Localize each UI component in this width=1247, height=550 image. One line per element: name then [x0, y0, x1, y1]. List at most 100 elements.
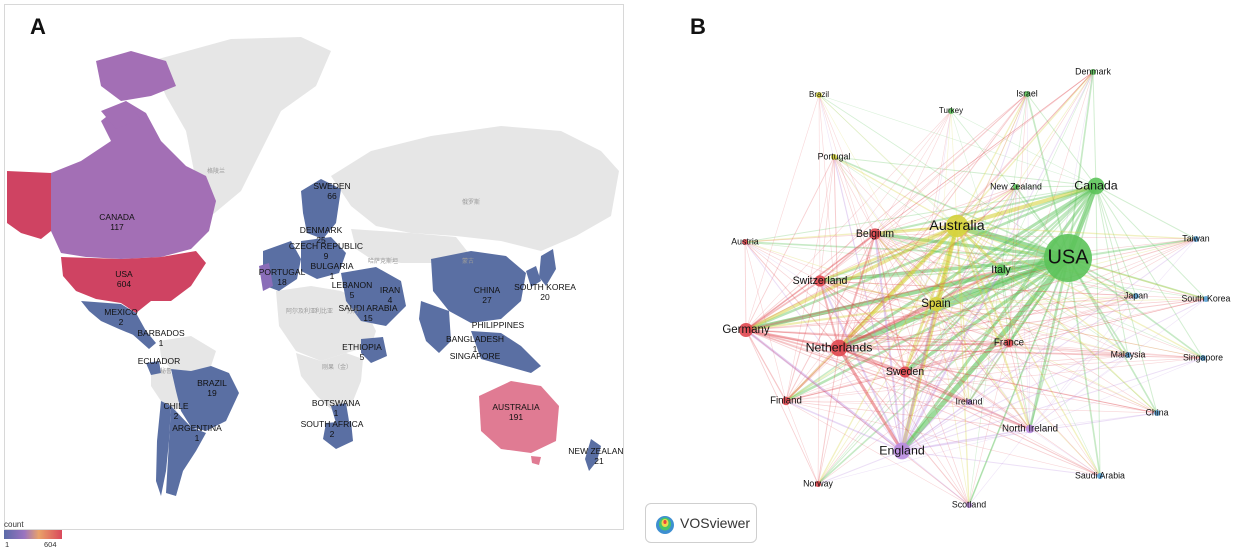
country-name: BARBADOS	[137, 328, 185, 338]
network-edge	[1000, 238, 1197, 271]
country-ecuador	[146, 361, 161, 375]
country-count: 1	[334, 408, 339, 418]
network-node[interactable]	[1024, 91, 1030, 97]
network-edge	[901, 428, 1031, 452]
panel-letter-a: A	[30, 14, 46, 39]
network-edge	[745, 329, 1010, 344]
network-edge	[901, 450, 970, 506]
vosviewer-badge: VOSviewer	[645, 503, 757, 543]
network-node[interactable]	[1087, 177, 1105, 195]
network-edge	[745, 329, 1031, 430]
network-node[interactable]	[1154, 410, 1160, 416]
network-node-label: Norway	[803, 478, 833, 488]
network-edge	[1008, 186, 1017, 344]
country-count: 27	[482, 295, 492, 305]
country-name: ETHIOPIA	[342, 342, 382, 352]
network-edge	[785, 400, 970, 506]
network-node[interactable]	[1203, 296, 1209, 302]
network-node[interactable]	[814, 275, 826, 287]
network-edge	[1000, 71, 1094, 271]
country-count: 4	[388, 295, 393, 305]
network-node[interactable]	[929, 297, 943, 311]
country-botswana	[331, 403, 349, 423]
network-node[interactable]	[1125, 352, 1131, 358]
network-edge	[819, 156, 835, 282]
country-name: SOUTH AFRICA	[301, 419, 364, 429]
network-node[interactable]	[815, 481, 821, 487]
network-edge	[819, 224, 958, 283]
network-node[interactable]	[1097, 473, 1103, 479]
network-node[interactable]	[966, 399, 972, 405]
network-edge	[901, 295, 1137, 452]
network-node[interactable]	[945, 214, 969, 238]
country-name: CHILE	[163, 401, 188, 411]
network-edge	[744, 241, 1031, 430]
network-edge	[819, 280, 903, 452]
network-node[interactable]	[781, 396, 791, 406]
network-node[interactable]	[1004, 338, 1014, 348]
network-node[interactable]	[1090, 69, 1096, 75]
network-node-label: Ireland	[956, 396, 983, 406]
country-south-korea	[526, 266, 541, 287]
panel-letter-b: B	[690, 14, 706, 39]
network-edge	[833, 156, 1031, 430]
network-edge	[785, 347, 840, 402]
network-edge	[935, 298, 1207, 305]
network-node[interactable]	[1013, 184, 1019, 190]
network-node[interactable]	[1200, 355, 1206, 361]
network-node[interactable]	[830, 339, 848, 357]
network-edge	[935, 303, 970, 506]
network-edge	[785, 225, 958, 402]
network-edge	[874, 233, 906, 373]
network-node[interactable]	[995, 264, 1007, 276]
network-edge	[745, 94, 820, 331]
network-edge	[1000, 185, 1097, 271]
network-edge	[874, 185, 1097, 235]
network-edge	[968, 185, 1097, 403]
network-node[interactable]	[1133, 293, 1139, 299]
network-edge	[838, 255, 1069, 351]
network-node[interactable]	[1193, 236, 1199, 242]
network-edge	[785, 400, 1031, 430]
network-edge	[935, 303, 1158, 414]
network-edge	[1008, 238, 1197, 344]
labels-layer: USA Canada Australia Italy Israel Denmark New …	[722, 66, 1230, 509]
network-node[interactable]	[893, 442, 911, 460]
network-panel: B USA Canada Australia Italy Israel Denmark Ne…	[640, 0, 1247, 550]
network-node[interactable]	[1025, 424, 1035, 434]
network-edge	[819, 280, 906, 373]
network-edge	[968, 401, 1031, 430]
network-node[interactable]	[899, 366, 911, 378]
network-node-label: Denmark	[1075, 66, 1111, 76]
country-name: SOUTH KOREA	[514, 282, 576, 292]
network-edge	[956, 225, 970, 403]
network-node-label: Germany	[722, 324, 770, 336]
legend-max-label: 604	[44, 540, 57, 549]
network-node[interactable]	[869, 228, 881, 240]
country-label: SINGAPORE	[450, 351, 501, 361]
network-edge	[1029, 185, 1097, 430]
network-node-label: Austria	[731, 236, 758, 246]
network-node[interactable]	[816, 92, 822, 98]
network-node[interactable]	[1044, 234, 1092, 282]
network-node-label: South Korea	[1182, 293, 1231, 303]
country-count: 1	[159, 338, 164, 348]
network-edge	[904, 186, 1017, 373]
network-edge	[819, 280, 1204, 359]
network-node[interactable]	[966, 502, 972, 508]
network-edge	[817, 225, 958, 485]
network-edge	[874, 233, 1137, 297]
network-edge	[968, 269, 1002, 403]
country-name: NEW ZEALAND	[568, 446, 623, 456]
network-node[interactable]	[742, 239, 748, 245]
network-node[interactable]	[739, 323, 753, 337]
network-node[interactable]	[831, 154, 837, 160]
network-edge	[745, 71, 1094, 331]
country-name: LEBANON	[332, 280, 373, 290]
network-node[interactable]	[948, 108, 954, 114]
country-south-africa	[323, 421, 353, 449]
network-edge	[817, 185, 1097, 485]
